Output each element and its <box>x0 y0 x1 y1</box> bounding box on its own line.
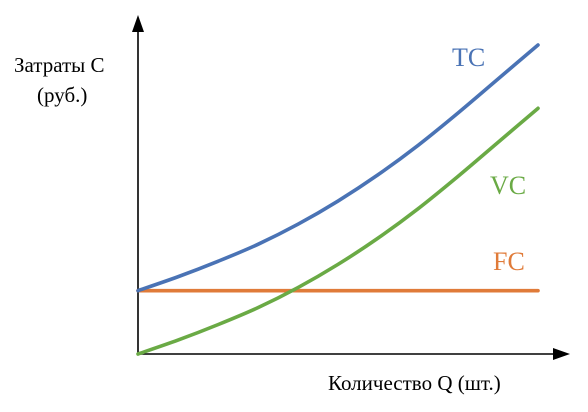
series-label-fc: FC <box>493 247 525 276</box>
series-layer: FC VC TC <box>136 43 540 356</box>
series-label-tc: TC <box>452 43 485 72</box>
y-axis-arrow-icon <box>132 15 144 32</box>
y-axis-label-line1: Затраты C <box>14 53 105 77</box>
axes <box>132 15 570 360</box>
series-label-vc: VC <box>490 171 526 200</box>
x-axis-label: Количество Q (шт.) <box>328 371 501 395</box>
x-axis-arrow-icon <box>553 348 570 360</box>
series-line-vc <box>136 106 540 356</box>
y-axis-label-line2: (руб.) <box>37 83 87 107</box>
series-line-tc <box>136 43 540 293</box>
